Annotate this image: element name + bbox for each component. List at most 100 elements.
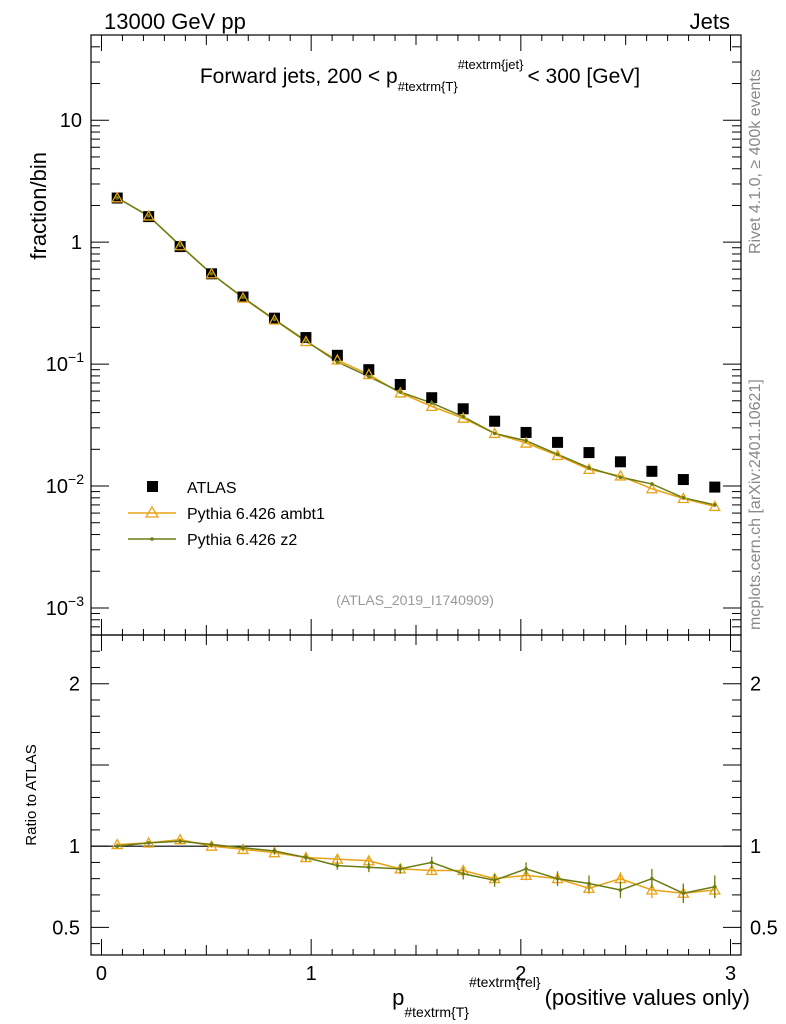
z2-ratio-point	[618, 888, 623, 892]
legend: ATLAS Pythia 6.426 ambt1 Pythia 6.426 z2	[128, 480, 325, 549]
atlas-point	[552, 436, 564, 448]
z2-ratio-point	[178, 839, 182, 844]
z2-point	[524, 438, 528, 443]
plot-title: Forward jets, 200 < p#textrm{T} #textrm{j…	[200, 57, 640, 94]
legend-marker-z2	[150, 537, 154, 541]
y-tick-label-base: 10	[46, 354, 68, 376]
y-tick-label: 10−1	[46, 349, 84, 376]
y-tick-label-exponent: −3	[68, 593, 84, 609]
ratio-tick-label-right: 2	[750, 674, 761, 696]
z2-ratio-line	[117, 840, 715, 895]
x-axis-label-subscript: #textrm{T}	[404, 1004, 469, 1020]
ambt1-ratio-point	[236, 843, 250, 855]
y-axis-label: fraction/bin	[26, 152, 51, 260]
ambt1-ratio-point	[582, 882, 596, 894]
x-tick-label: 3	[725, 963, 736, 985]
ambt1-ratio-line	[117, 838, 715, 895]
x-axis-label-suffix: (positive values only)	[545, 985, 750, 1010]
z2-ratio-point	[429, 860, 434, 865]
z2-point	[461, 414, 465, 419]
atlas-point	[520, 426, 532, 438]
legend-label-z2: Pythia 6.426 z2	[187, 532, 297, 549]
z2-point	[555, 452, 560, 457]
atlas-point	[394, 379, 406, 391]
plot-title-prefix: Forward jets, 200 < p	[200, 65, 398, 88]
z2-ratio-point	[209, 842, 214, 847]
z2-ratio-point	[272, 849, 277, 853]
legend-label-ambt1: Pythia 6.426 ambt1	[187, 506, 325, 523]
z2-ratio-point	[115, 844, 120, 848]
ambt1-point	[457, 411, 470, 423]
header-left: 13000 GeV pp	[104, 9, 246, 34]
atlas-point	[709, 481, 721, 493]
ambt1-point	[362, 368, 375, 380]
ratio-tick-label-left: 0.5	[52, 917, 80, 939]
y-tick-label-base: 10	[46, 598, 68, 620]
atlas-point	[646, 465, 658, 477]
x-tick-label: 0	[96, 963, 107, 985]
rivet-version-label: Rivet 4.1.0, ≥ 400k events	[747, 69, 764, 254]
ambt1-point	[299, 335, 313, 347]
ambt1-ratio-point	[425, 864, 438, 876]
z2-ratio-point	[492, 878, 497, 883]
ambt1-point	[425, 400, 438, 412]
ambt1-point	[394, 386, 407, 398]
atlas-point	[457, 403, 469, 415]
plot-title-suffix: < 300 [GeV]	[527, 65, 640, 88]
z2-point	[209, 272, 214, 276]
atlas-point	[614, 456, 626, 468]
ambt1-point	[111, 191, 124, 203]
ambt1-point	[331, 353, 344, 365]
y-tick-label-exponent: −1	[68, 349, 84, 365]
data-series	[111, 191, 721, 512]
z2-ratio-point	[304, 855, 308, 860]
legend-marker-atlas	[147, 481, 158, 492]
ambt1-ratio-point	[174, 833, 187, 845]
ambt1-point	[677, 492, 690, 504]
legend-marker-ambt1	[144, 505, 160, 518]
ambt1-point	[519, 436, 533, 448]
z2-point	[429, 401, 434, 405]
y-tick-label: 1	[71, 232, 82, 254]
z2-point	[335, 360, 340, 364]
header-right: Jets	[690, 9, 730, 34]
ambt1-point	[142, 209, 155, 221]
z2-ratio-point	[461, 871, 465, 876]
z2-ratio-point	[587, 881, 591, 886]
z2-ratio-point	[712, 884, 717, 889]
z2-ratio-point	[367, 865, 371, 870]
ratio-y-axis-label: Ratio to ATLAS	[23, 744, 40, 845]
ambt1-point	[268, 313, 281, 325]
z2-point	[712, 503, 717, 507]
ratio-series	[91, 833, 741, 904]
atlas-point	[489, 415, 501, 427]
x-axis-label-superscript: #textrm{rel}	[469, 974, 541, 990]
z2-point	[492, 431, 497, 436]
plot-title-subscript: #textrm{T}	[398, 79, 459, 94]
z2-point	[367, 374, 371, 379]
mcplots-label: mcplots.cern.ch [arXiv:2401.10621]	[747, 379, 764, 630]
y-tick-label: 10	[60, 110, 82, 132]
x-axis-label-base: p	[392, 985, 404, 1010]
z2-point	[304, 339, 308, 343]
atlas-point	[677, 474, 689, 486]
z2-point	[618, 475, 623, 480]
ambt1-point	[708, 500, 721, 512]
atlas-point	[426, 392, 438, 404]
ambt1-ratio-point	[111, 838, 124, 850]
ambt1-point	[488, 427, 501, 439]
ambt1-ratio-point	[205, 839, 218, 851]
axis-ticks	[91, 34, 741, 955]
z2-point	[650, 482, 654, 486]
ambt1-point	[582, 463, 596, 474]
ambt1-point	[614, 469, 627, 481]
ratio-panel-frame	[90, 634, 742, 956]
z2-point	[272, 317, 277, 322]
legend-label-atlas: ATLAS	[187, 480, 237, 497]
z2-ratio-point	[398, 867, 403, 871]
ratio-tick-label-left: 1	[69, 836, 80, 858]
z2-ratio-point	[524, 867, 528, 871]
z2-ratio-point	[555, 876, 560, 881]
